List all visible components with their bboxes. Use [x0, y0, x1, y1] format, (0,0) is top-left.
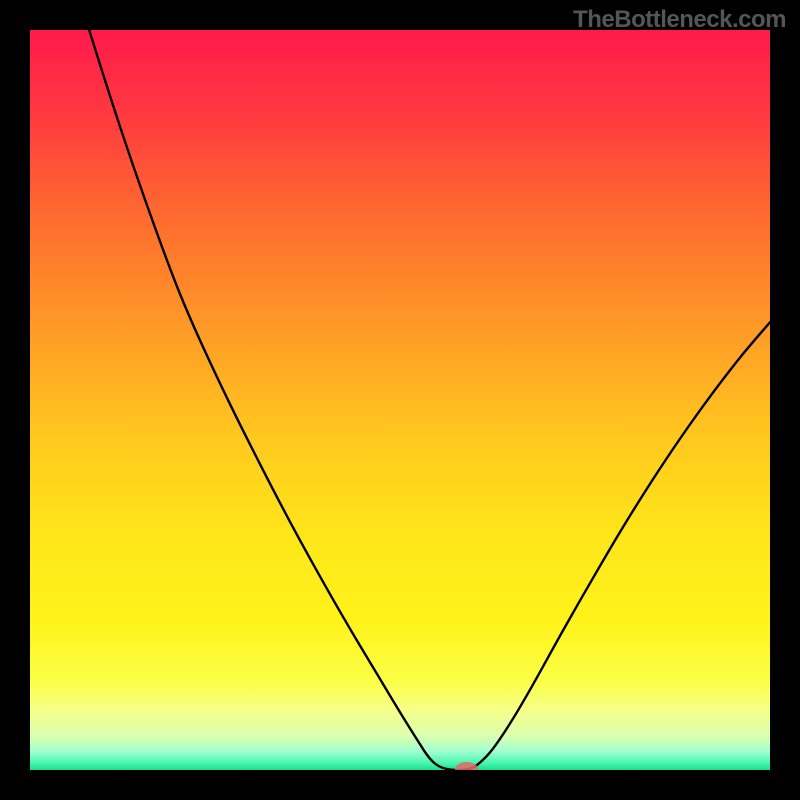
plot-svg — [30, 30, 770, 770]
plot-area — [30, 30, 770, 770]
chart-container: TheBottleneck.com — [0, 0, 800, 800]
gradient-background — [30, 30, 770, 770]
